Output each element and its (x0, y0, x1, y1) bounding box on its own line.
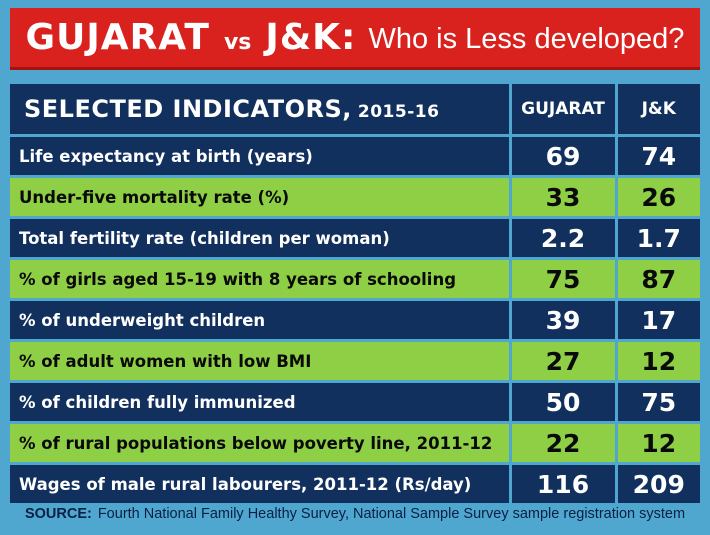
title-vs: vs (223, 30, 252, 55)
gujarat-value: 75 (510, 258, 618, 301)
row-label: Under-five mortality rate (%) (10, 176, 512, 219)
jk-value: 75 (616, 381, 700, 424)
table-row: % of rural populations below poverty lin… (10, 422, 700, 465)
row-label: % of children fully immunized (10, 381, 512, 424)
table-row: Life expectancy at birth (years) 69 74 (10, 135, 700, 178)
gujarat-value: 50 (510, 381, 618, 424)
gujarat-value: 27 (510, 340, 618, 383)
title-gujarat: GUJARAT (25, 17, 210, 58)
title-question: Who is Less developed? (368, 23, 685, 55)
source-label: SOURCE: (24, 506, 92, 522)
title-jk: J&K: (265, 17, 357, 58)
gujarat-value: 69 (510, 135, 618, 178)
gujarat-value: 33 (510, 176, 618, 219)
gujarat-value: 116 (510, 463, 618, 506)
jk-value: 1.7 (616, 217, 700, 260)
row-label: Life expectancy at birth (years) (10, 135, 512, 178)
row-label: Wages of male rural labourers, 2011-12 (… (10, 463, 512, 506)
table-row: Wages of male rural labourers, 2011-12 (… (10, 463, 700, 506)
row-label: % of underweight children (10, 299, 512, 342)
gujarat-value: 2.2 (510, 217, 618, 260)
jk-value: 12 (616, 422, 700, 465)
jk-value: 87 (616, 258, 700, 301)
header-jk: J&K (616, 84, 700, 137)
table-row: Total fertility rate (children per woman… (10, 217, 700, 260)
table-header-row: SELECTED INDICATORS, 2015-16 GUJARAT J&K (10, 84, 700, 137)
table-row: Under-five mortality rate (%) 33 26 (10, 176, 700, 219)
header-indicators-label: SELECTED INDICATORS, (24, 95, 352, 123)
gujarat-value: 22 (510, 422, 618, 465)
jk-value: 26 (616, 176, 700, 219)
source-text: Fourth National Family Healthy Survey, N… (97, 506, 686, 522)
table-row: % of underweight children 39 17 (10, 299, 700, 342)
gujarat-value: 39 (510, 299, 618, 342)
header-indicators: SELECTED INDICATORS, 2015-16 (10, 84, 512, 137)
jk-value: 74 (616, 135, 700, 178)
row-label: % of girls aged 15-19 with 8 years of sc… (10, 258, 512, 301)
jk-value: 17 (616, 299, 700, 342)
indicators-table: SELECTED INDICATORS, 2015-16 GUJARAT J&K … (10, 84, 700, 506)
header-gujarat: GUJARAT (510, 84, 618, 137)
table-row: % of adult women with low BMI 27 12 (10, 340, 700, 383)
header-indicators-year: 2015-16 (357, 102, 440, 122)
title-banner: GUJARAT vs J&K: Who is Less developed? (10, 8, 700, 70)
row-label: Total fertility rate (children per woman… (10, 217, 512, 260)
source-note: SOURCE: Fourth National Family Healthy Su… (0, 506, 710, 522)
jk-value: 209 (616, 463, 700, 506)
table-row: % of girls aged 15-19 with 8 years of sc… (10, 258, 700, 301)
row-label: % of rural populations below poverty lin… (10, 422, 512, 465)
table-row: % of children fully immunized 50 75 (10, 381, 700, 424)
jk-value: 12 (616, 340, 700, 383)
row-label: % of adult women with low BMI (10, 340, 512, 383)
